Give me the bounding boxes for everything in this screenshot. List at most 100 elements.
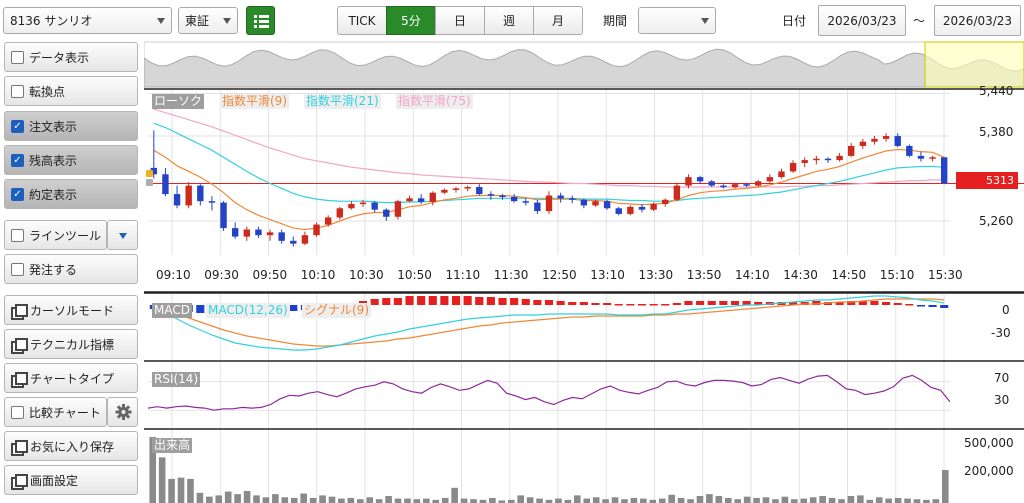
macd-histogram-bar — [579, 302, 588, 305]
volume-bar — [602, 499, 609, 503]
candle-body — [731, 184, 739, 188]
balance-display-button[interactable]: ✓ 残高表示 — [4, 145, 138, 175]
tab-daily-label: 日 — [453, 14, 466, 28]
contract-display-button[interactable]: ✓ 約定表示 — [4, 179, 138, 209]
candle-body — [197, 185, 204, 202]
volume-bar — [215, 495, 223, 503]
macd-panel — [144, 291, 1024, 360]
compare-chart-button[interactable]: 比較チャート — [4, 397, 107, 427]
turning-point-button[interactable]: 転換点 — [4, 76, 138, 106]
time-tick-label: 15:30 — [928, 268, 963, 282]
place-order-button[interactable]: 発注する — [4, 254, 138, 284]
macd-histogram-bar — [556, 301, 565, 305]
balance-display-label: 残高表示 — [29, 153, 78, 168]
legend-ema9: 指数平滑(9) — [220, 94, 289, 109]
tab-5min[interactable]: 5分 — [386, 6, 436, 35]
date-from-input[interactable]: 2026/03/23 — [818, 5, 906, 36]
compare-settings-button[interactable] — [107, 397, 138, 427]
tab-weekly[interactable]: 週 — [484, 6, 534, 35]
volume-bar — [875, 497, 883, 503]
volume-bar — [243, 490, 251, 503]
market-select[interactable]: 東証 — [178, 7, 238, 34]
volume-bar — [574, 495, 581, 503]
volume-bar — [498, 500, 506, 503]
list-menu-button[interactable] — [246, 6, 275, 35]
ema21-line — [153, 122, 945, 204]
candle-body — [813, 158, 820, 161]
tab-tick[interactable]: TICK — [337, 6, 387, 35]
volume-bar — [290, 497, 298, 503]
market-select-value: 東証 — [185, 14, 210, 28]
screen-settings-button[interactable]: 画面設定 — [4, 465, 138, 495]
time-tick-label: 10:10 — [300, 268, 336, 282]
tab-weekly-label: 週 — [502, 14, 515, 28]
candle-body — [208, 201, 216, 203]
macd-histogram-bar — [614, 304, 623, 306]
macd-histogram-bar — [719, 301, 728, 305]
volume-bar — [507, 499, 515, 503]
volume-bar — [696, 496, 704, 503]
candle-body — [348, 204, 355, 209]
volume-bar — [706, 494, 713, 503]
stock-select[interactable]: 8136 サンリオ — [3, 7, 172, 34]
line-tool-button[interactable]: ラインツール — [4, 220, 107, 250]
macd-histogram-bar — [428, 296, 437, 305]
legend-candles: ローソク — [152, 94, 205, 109]
volume-bar — [253, 495, 260, 503]
chart-canvas[interactable] — [144, 40, 1024, 503]
chevron-down-icon — [223, 17, 231, 24]
chart-type-button[interactable]: チャートタイプ — [4, 363, 138, 393]
candle-body — [278, 232, 285, 241]
macd-histogram-bar — [451, 296, 461, 305]
volume-bar — [932, 499, 940, 503]
order-display-button[interactable]: ✓ 注文表示 — [4, 111, 138, 141]
navigator[interactable] — [144, 41, 1024, 88]
volume-bar — [923, 499, 930, 503]
macd-histogram-bar — [463, 296, 472, 305]
macd-histogram-bar — [544, 300, 554, 305]
candle-body — [708, 181, 715, 186]
period-select[interactable] — [638, 7, 716, 34]
chevron-down-icon — [157, 17, 165, 24]
macd-tick-0: 0 — [1002, 303, 1010, 317]
macd-histogram-bar — [382, 298, 391, 305]
time-tick-label: 10:30 — [349, 268, 384, 282]
candle-body — [766, 177, 774, 182]
save-favorite-button[interactable]: お気に入り保存 — [4, 431, 138, 461]
macd-histogram-bar — [730, 301, 740, 305]
volume-bar — [375, 499, 383, 503]
line-tool-dropdown[interactable] — [107, 220, 138, 250]
cursor-mode-button[interactable]: カーソルモード — [4, 295, 138, 325]
candle-body — [313, 224, 320, 236]
price-tick-5440: 5,440 — [979, 84, 1014, 98]
volume-tick-200000: 200,000 — [964, 464, 1014, 478]
volume-bar — [432, 499, 440, 503]
volume-bar — [866, 499, 874, 503]
legend-macd-line: MACD(12,26) — [206, 303, 290, 318]
technical-button[interactable]: テクニカル指標 — [4, 329, 138, 359]
volume-bar — [847, 496, 855, 503]
candle-body — [452, 188, 460, 190]
signal-line — [153, 298, 945, 347]
volume-bar — [791, 499, 798, 503]
price-tick-5380: 5,380 — [979, 125, 1014, 139]
time-tick-label: 10:50 — [397, 268, 432, 282]
volume-bar — [489, 497, 496, 503]
macd-histogram-bar — [893, 303, 902, 305]
candle-body — [487, 194, 495, 196]
volume-bar — [338, 498, 345, 503]
macd-histogram-bar — [928, 305, 937, 307]
date-to-input[interactable]: 2026/03/23 — [934, 5, 1021, 36]
legend-volume: 出来高 — [152, 438, 193, 453]
navigator-window[interactable] — [924, 41, 1024, 88]
macd-histogram-bar — [742, 301, 751, 305]
tab-daily[interactable]: 日 — [435, 6, 485, 35]
volume-bar — [668, 494, 675, 503]
data-display-button[interactable]: データ表示 — [4, 42, 138, 72]
tab-monthly[interactable]: 月 — [533, 6, 583, 35]
time-tick-label: 09:30 — [204, 268, 239, 282]
candle-body — [871, 138, 878, 142]
volume-bar — [385, 496, 392, 503]
candle-body — [429, 192, 436, 202]
candle-body — [673, 185, 681, 200]
